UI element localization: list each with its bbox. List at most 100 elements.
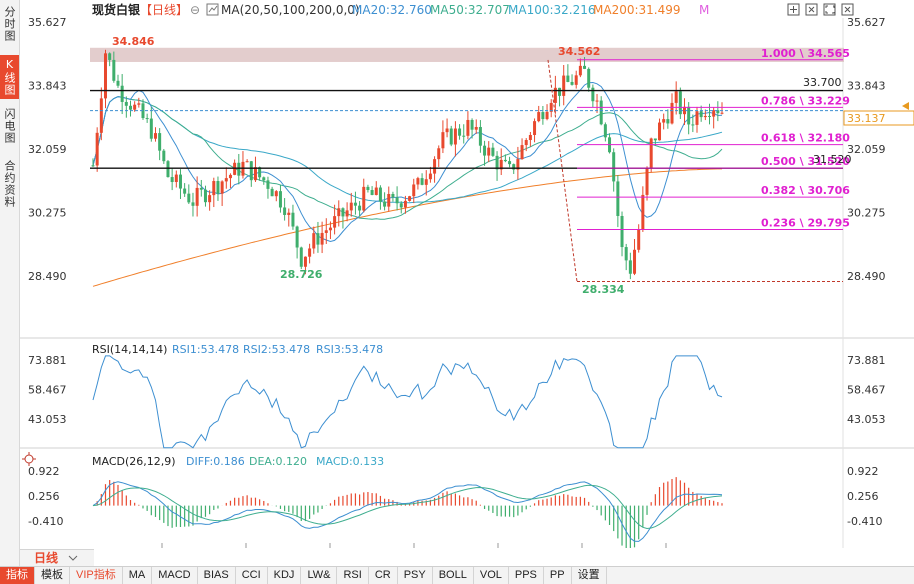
macd-tick-right: 0.256	[847, 490, 879, 503]
candle-body	[495, 155, 499, 170]
rsi-tick-right: 43.053	[847, 413, 886, 426]
macd-diff-value: DIFF:0.186	[186, 455, 245, 468]
candle-body	[583, 65, 587, 69]
candle-body	[545, 111, 549, 120]
candle-body	[687, 106, 691, 125]
candle-body	[224, 178, 228, 182]
candle-body	[91, 165, 95, 167]
indicator-tab[interactable]: MACD	[152, 567, 198, 584]
candle-body	[312, 233, 316, 249]
indicator-tab[interactable]: BOLL	[433, 567, 474, 584]
indicator-tab[interactable]: 指标	[0, 567, 35, 584]
candle-body	[703, 115, 707, 118]
candle-body	[124, 101, 128, 106]
candle-body	[95, 132, 99, 166]
indicator-tab[interactable]: PP	[544, 567, 572, 584]
indicator-tab[interactable]: VIP指标	[70, 567, 123, 584]
candle-body	[112, 59, 116, 81]
candle-body	[508, 161, 512, 165]
candle-body	[191, 202, 195, 206]
fib-label: 0.236 \ 29.795	[761, 217, 850, 230]
candle-body	[283, 207, 287, 215]
toolbar-expand-icon[interactable]	[787, 3, 800, 16]
ma100-line	[92, 96, 723, 204]
macd-tick-left: 0.922	[28, 465, 60, 478]
indicator-tab[interactable]: CR	[369, 567, 398, 584]
indicator-tab[interactable]: LW&	[301, 567, 338, 584]
candle-body	[674, 91, 678, 103]
ma50-g-path	[92, 96, 723, 220]
toolbar-close-icon[interactable]	[841, 3, 854, 16]
indicator-tab[interactable]: VOL	[474, 567, 509, 584]
candle-body	[328, 227, 332, 231]
kline-chart[interactable]: 现货白银 【日线】 ⊖ MA(20,50,100,200,0,0) MA20:3…	[20, 0, 914, 562]
indicator-tab[interactable]: 模板	[35, 567, 70, 584]
sidebar-item-kline[interactable]: K线图	[0, 55, 19, 99]
indicator-tab[interactable]: MA	[123, 567, 153, 584]
indicator-tab[interactable]: KDJ	[268, 567, 302, 584]
chevron-down-icon[interactable]	[68, 554, 78, 562]
rsi-line	[92, 355, 723, 449]
candle-body	[249, 161, 253, 181]
chart-area: 现货白银 【日线】 ⊖ MA(20,50,100,200,0,0) MA20:3…	[20, 0, 914, 562]
candle-body	[137, 103, 141, 105]
indicator-tab[interactable]: RSI	[337, 567, 369, 584]
candle-body	[174, 174, 178, 183]
candle-body	[274, 191, 278, 197]
candle-body	[620, 215, 624, 248]
candle-body	[420, 178, 424, 185]
macd-tick-left: 0.256	[28, 490, 60, 503]
candle-body	[295, 226, 299, 248]
candle-body	[199, 187, 203, 190]
candle-body	[158, 133, 162, 151]
candle-body	[403, 200, 407, 208]
candle-body	[162, 150, 166, 162]
indicator-tab[interactable]: 设置	[572, 567, 607, 584]
price-tick-left: 30.275	[28, 206, 67, 219]
candle-body	[628, 260, 632, 274]
ma-minus-icon[interactable]: ⊖	[190, 3, 200, 17]
candle-body	[491, 147, 495, 156]
macd-axis: 0.922 0.922 0.256 0.256 -0.410 -0.410	[28, 465, 882, 528]
indicator-tab[interactable]: PSY	[398, 567, 433, 584]
candle-body	[474, 126, 478, 130]
toolbar-shrink-icon[interactable]	[805, 3, 818, 16]
m-tag: M	[699, 3, 709, 17]
price-tick-left: 32.059	[28, 143, 67, 156]
candle-body	[624, 247, 628, 261]
price-tick-right: 32.059	[847, 143, 886, 156]
candle-body	[599, 100, 603, 125]
indicator-tab[interactable]: CCI	[236, 567, 268, 584]
candle-body	[499, 159, 503, 170]
candle-body	[695, 111, 699, 125]
candle-body	[383, 201, 387, 207]
candle-body	[303, 256, 307, 267]
toolbar-fullscreen-icon[interactable]	[823, 3, 836, 16]
rsi-title: RSI(14,14,14)	[92, 343, 167, 356]
ma-settings-icon[interactable]	[206, 3, 219, 16]
candle-body	[699, 111, 703, 118]
candle-body	[437, 148, 441, 160]
sidebar-item-contract-info[interactable]: 合约资料	[3, 160, 16, 208]
candle-body	[341, 208, 345, 217]
sidebar-item-timeshare[interactable]: 分时图	[3, 6, 16, 42]
ma200-line	[92, 168, 722, 287]
candle-body	[541, 112, 545, 120]
candle-body	[712, 110, 716, 117]
candle-body	[99, 98, 103, 133]
candle-body	[428, 173, 432, 180]
candle-body	[633, 249, 637, 274]
candle-body	[103, 53, 107, 99]
candle-body	[183, 188, 187, 194]
candle-body	[478, 126, 482, 146]
period-tag: 【日线】	[140, 3, 188, 17]
ma100-g-path	[92, 96, 723, 204]
candle-body	[291, 212, 295, 227]
indicator-tab[interactable]: PPS	[509, 567, 544, 584]
macd-title: MACD(26,12,9)	[92, 455, 176, 468]
candle-body	[412, 184, 416, 197]
period-selector[interactable]: 日线	[20, 549, 94, 566]
macd-settings-icon[interactable]	[22, 452, 36, 466]
sidebar-item-flash[interactable]: 闪电图	[3, 108, 16, 144]
indicator-tab[interactable]: BIAS	[198, 567, 236, 584]
